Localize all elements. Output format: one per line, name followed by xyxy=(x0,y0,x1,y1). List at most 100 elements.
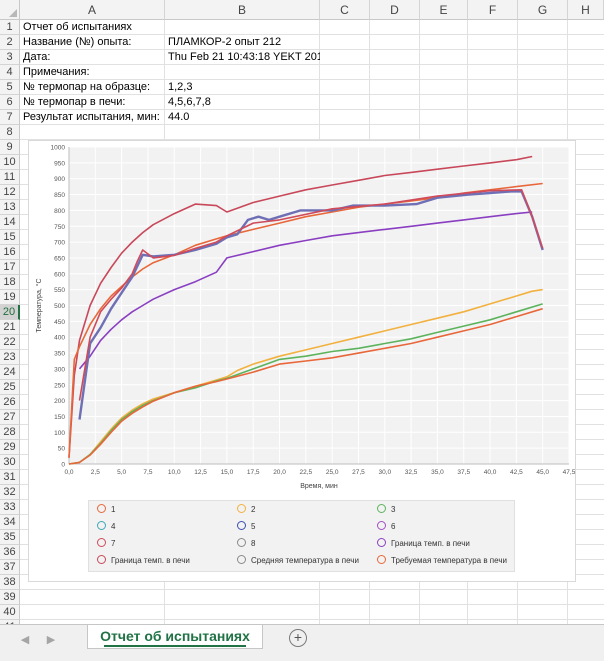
row-header-34[interactable]: 34 xyxy=(0,515,20,530)
row-header-5[interactable]: 5 xyxy=(0,80,20,95)
next-sheet-icon[interactable]: ▶ xyxy=(46,634,56,646)
legend-item[interactable]: 6 xyxy=(377,520,395,534)
row-header-19[interactable]: 19 xyxy=(0,290,20,305)
row-header-17[interactable]: 17 xyxy=(0,260,20,275)
legend-item[interactable]: 1 xyxy=(97,503,115,517)
cell-b3[interactable]: Thu Feb 21 10:43:18 YEKT 2019 xyxy=(168,51,320,63)
x-tick-label: 40,0 xyxy=(484,469,497,476)
row-header-36[interactable]: 36 xyxy=(0,545,20,560)
legend-item[interactable]: 4 xyxy=(97,520,115,534)
row-header-21[interactable]: 21 xyxy=(0,320,20,335)
column-header-d[interactable]: D xyxy=(370,0,420,20)
legend-item[interactable]: 7 xyxy=(97,537,115,551)
row-header-16[interactable]: 16 xyxy=(0,245,20,260)
row-header-31[interactable]: 31 xyxy=(0,470,20,485)
gridline xyxy=(20,124,604,125)
row-header-12[interactable]: 12 xyxy=(0,185,20,200)
row-header-28[interactable]: 28 xyxy=(0,425,20,440)
row-header-11[interactable]: 11 xyxy=(0,170,20,185)
y-tick-label: 200 xyxy=(54,398,65,405)
cell-b2[interactable]: ПЛАМКОР-2 опыт 212 xyxy=(168,36,282,48)
row-header-24[interactable]: 24 xyxy=(0,365,20,380)
column-header-c[interactable]: C xyxy=(320,0,370,20)
row-header-3[interactable]: 3 xyxy=(0,50,20,65)
y-tick-label: 700 xyxy=(54,240,65,247)
y-tick-label: 550 xyxy=(54,287,65,294)
row-header-2[interactable]: 2 xyxy=(0,35,20,50)
legend-item[interactable]: 8 xyxy=(237,537,255,551)
row-header-22[interactable]: 22 xyxy=(0,335,20,350)
legend-item[interactable]: Граница темп. в печи xyxy=(97,554,190,568)
row-header-7[interactable]: 7 xyxy=(0,110,20,125)
cell-b7[interactable]: 44.0 xyxy=(168,111,190,123)
column-header-a[interactable]: A xyxy=(20,0,165,20)
row-header-8[interactable]: 8 xyxy=(0,125,20,140)
cell-b5[interactable]: 1,2,3 xyxy=(168,81,193,93)
cell-a3[interactable]: Дата: xyxy=(23,51,51,63)
prev-sheet-icon[interactable]: ◀ xyxy=(20,634,30,646)
y-tick-label: 150 xyxy=(54,414,65,421)
add-sheet-icon[interactable]: + xyxy=(289,629,307,647)
legend-item[interactable]: 5 xyxy=(237,520,255,534)
row-header-41[interactable]: 41 xyxy=(0,620,20,624)
row-header-26[interactable]: 26 xyxy=(0,395,20,410)
row-header-30[interactable]: 30 xyxy=(0,455,20,470)
legend-item[interactable]: 3 xyxy=(377,503,395,517)
row-header-13[interactable]: 13 xyxy=(0,200,20,215)
row-header-10[interactable]: 10 xyxy=(0,155,20,170)
row-header-9[interactable]: 9 xyxy=(0,140,20,155)
row-header-39[interactable]: 39 xyxy=(0,590,20,605)
legend-marker-icon xyxy=(237,538,246,548)
row-header-37[interactable]: 37 xyxy=(0,560,20,575)
row-header-4[interactable]: 4 xyxy=(0,65,20,80)
series-line-0 xyxy=(68,155,533,458)
sheet-tab-active[interactable]: Отчет об испытаниях xyxy=(87,625,263,649)
x-tick-label: 32,5 xyxy=(405,469,418,476)
cell-b6[interactable]: 4,5,6,7,8 xyxy=(168,96,211,108)
row-header-18[interactable]: 18 xyxy=(0,275,20,290)
legend-item[interactable]: Граница темп. в печи xyxy=(377,537,470,551)
column-header-h[interactable]: H xyxy=(568,0,604,20)
row-header-27[interactable]: 27 xyxy=(0,410,20,425)
cell-a6[interactable]: № термопар в печи: xyxy=(23,96,126,108)
row-header-32[interactable]: 32 xyxy=(0,485,20,500)
row-header-25[interactable]: 25 xyxy=(0,380,20,395)
cell-a2[interactable]: Название (№) опыта: xyxy=(23,36,132,48)
cell-b4[interactable] xyxy=(165,65,320,80)
legend-item[interactable]: Требуемая температура в печи xyxy=(377,554,507,568)
column-header-e[interactable]: E xyxy=(420,0,468,20)
y-tick-label: 100 xyxy=(54,430,65,437)
legend-item[interactable]: Средняя температура в печи xyxy=(237,554,359,568)
x-tick-label: 10,0 xyxy=(168,469,181,476)
row-header-6[interactable]: 6 xyxy=(0,95,20,110)
cell-a5[interactable]: № термопар на образце: xyxy=(23,81,151,93)
row-header-35[interactable]: 35 xyxy=(0,530,20,545)
row-header-23[interactable]: 23 xyxy=(0,350,20,365)
gridline xyxy=(20,604,604,605)
cell-a7[interactable]: Результат испытания, мин: xyxy=(23,111,160,123)
row-header-38[interactable]: 38 xyxy=(0,575,20,590)
column-header-f[interactable]: F xyxy=(468,0,518,20)
cell-b1[interactable] xyxy=(165,20,320,35)
y-tick-label: 50 xyxy=(58,446,66,453)
column-header-b[interactable]: B xyxy=(165,0,320,20)
select-all-corner[interactable] xyxy=(0,0,20,20)
x-tick-label: 17,5 xyxy=(247,469,260,476)
row-header-15[interactable]: 15 xyxy=(0,230,20,245)
cell-a1[interactable]: Отчет об испытаниях xyxy=(23,21,132,33)
row-header-29[interactable]: 29 xyxy=(0,440,20,455)
row-header-33[interactable]: 33 xyxy=(0,500,20,515)
row-header-14[interactable]: 14 xyxy=(0,215,20,230)
column-header-g[interactable]: G xyxy=(518,0,568,20)
row-header-40[interactable]: 40 xyxy=(0,605,20,620)
legend-label: 1 xyxy=(111,505,116,514)
x-tick-label: 45,0 xyxy=(536,469,549,476)
row-header-20[interactable]: 20 xyxy=(0,305,20,320)
legend-marker-icon xyxy=(97,521,106,531)
x-tick-label: 30,0 xyxy=(378,469,391,476)
row-header-1[interactable]: 1 xyxy=(0,20,20,35)
gridline xyxy=(20,139,604,140)
legend-item[interactable]: 2 xyxy=(237,503,255,517)
cell-a4[interactable]: Примечания: xyxy=(23,66,90,78)
